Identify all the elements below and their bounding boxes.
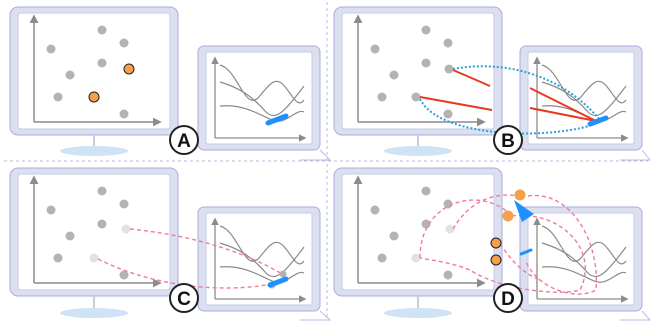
panel-label-badge (493, 283, 523, 313)
brush-selection (587, 115, 609, 127)
large-monitor-screen (341, 12, 495, 130)
tablet-edge (300, 149, 332, 161)
faded-point (121, 224, 131, 234)
scatter-point (389, 70, 399, 80)
dotted-link (452, 65, 601, 121)
scatter-point (443, 109, 453, 119)
line-series (541, 64, 627, 104)
line-series (219, 81, 305, 117)
panel-label: B (501, 131, 515, 152)
panel-label-badge (169, 283, 199, 313)
link-line (452, 69, 491, 87)
line-series (541, 266, 627, 283)
panel-d: D (333, 167, 643, 318)
brush-selection (519, 248, 533, 256)
large-monitor-screen (17, 12, 171, 130)
dashed-link (452, 194, 521, 230)
scatter-point (97, 186, 107, 196)
scatter-point (97, 25, 107, 35)
brush-marker (514, 200, 534, 222)
linked-point (411, 92, 421, 102)
link-line (529, 107, 597, 122)
tablet-edge (300, 310, 332, 321)
scatter-point (119, 38, 129, 48)
scatter-point (53, 253, 63, 263)
panel-label: A (177, 131, 191, 152)
dashed-link (525, 194, 598, 295)
brush-selection (265, 113, 289, 126)
highlighted-point (88, 91, 100, 103)
scatter-point (46, 205, 56, 215)
scatter-point (421, 25, 431, 35)
scatter-point (377, 92, 387, 102)
dashed-link (499, 243, 541, 281)
panel-label-badge (169, 125, 199, 155)
scatter-point (421, 58, 431, 68)
scatter-point (65, 70, 75, 80)
highlighted-point (123, 63, 135, 75)
line-series (541, 242, 627, 278)
panel-label: C (177, 289, 191, 310)
faded-point (445, 224, 455, 234)
scatter-point (370, 44, 380, 54)
scatter-point (97, 219, 107, 229)
link-line (419, 96, 493, 111)
linked-point (444, 64, 454, 74)
tablet-edge (620, 310, 652, 321)
scatter-point (119, 270, 129, 280)
line-series (219, 266, 305, 283)
scatter-point (443, 270, 453, 280)
panel-label-badge (493, 125, 523, 155)
large-monitor-stand (60, 146, 128, 156)
large-monitor-stand (384, 308, 452, 318)
scatter-point (443, 199, 453, 209)
line-series (219, 225, 305, 265)
large-monitor-stand (384, 146, 452, 156)
highlighted-point (490, 254, 502, 266)
highlighted-point (502, 210, 514, 222)
large-monitor-screen (17, 173, 171, 291)
panel-a: A (9, 6, 321, 156)
line-series (219, 242, 305, 278)
line-series (541, 81, 627, 117)
link-line (529, 87, 597, 122)
tablet-edge (620, 149, 652, 161)
scatter-point (119, 109, 129, 119)
faded-point (279, 270, 287, 278)
highlighted-point (514, 189, 526, 201)
scatter-point (370, 205, 380, 215)
panel-b: B (333, 6, 643, 156)
large-monitor-screen (341, 173, 495, 291)
scatter-point (119, 199, 129, 209)
line-series (219, 64, 305, 104)
brush-selection (267, 276, 289, 288)
dashed-link (129, 228, 283, 275)
line-series (541, 225, 627, 265)
scatter-point (389, 231, 399, 241)
scatter-point (377, 253, 387, 263)
faded-point (411, 253, 421, 263)
scatter-point (97, 58, 107, 68)
large-monitor-stand (60, 308, 128, 318)
scatter-point (443, 38, 453, 48)
highlighted-point (490, 237, 502, 249)
scatter-point (421, 186, 431, 196)
scatter-point (421, 219, 431, 229)
scatter-point (65, 231, 75, 241)
dashed-link (419, 214, 586, 293)
scatter-point (46, 44, 56, 54)
faded-point (89, 253, 99, 263)
panel-label: D (501, 289, 515, 310)
panel-c: C (9, 167, 321, 318)
scatter-point (53, 92, 63, 102)
dashed-link (419, 199, 511, 259)
